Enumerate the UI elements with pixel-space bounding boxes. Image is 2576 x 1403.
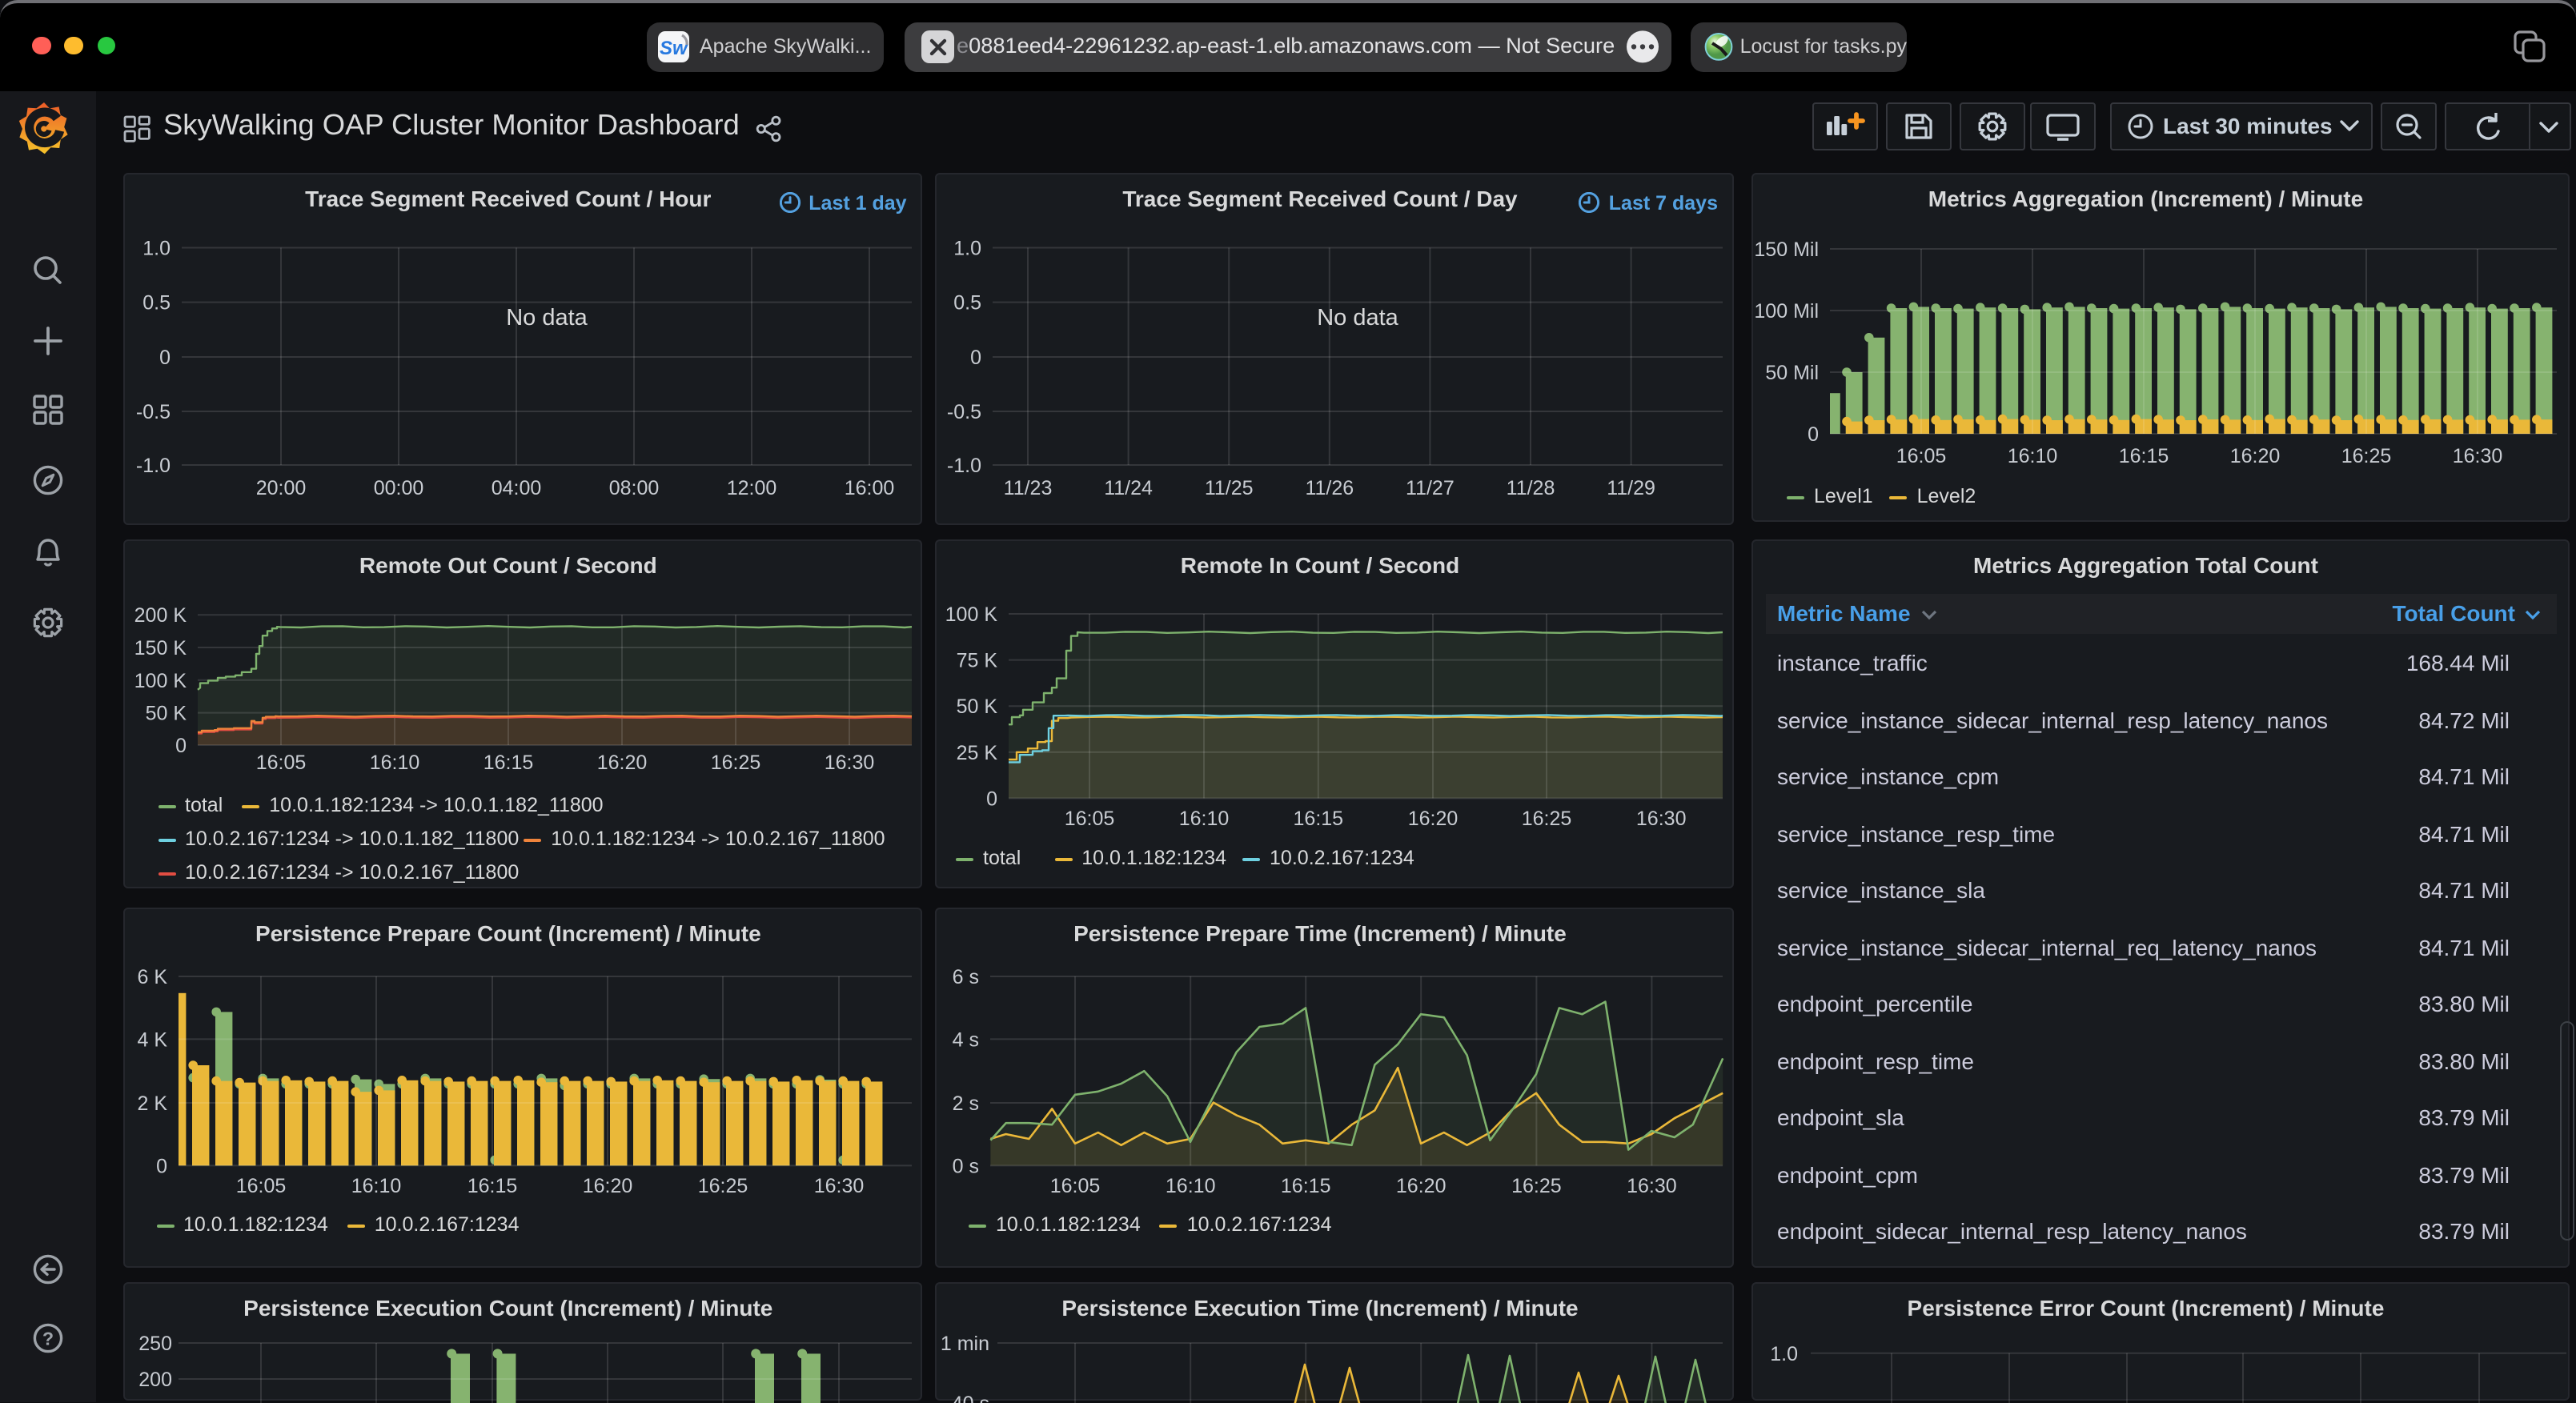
svg-text:1.0: 1.0 <box>1770 1342 1798 1365</box>
svg-text:200: 200 <box>138 1368 171 1390</box>
svg-text:4 K: 4 K <box>136 1028 167 1050</box>
svg-text:?: ? <box>42 1328 54 1349</box>
svg-text:Sw: Sw <box>660 38 688 59</box>
svg-text:150 Mil: 150 Mil <box>1754 239 1819 261</box>
svg-text:1.0: 1.0 <box>142 237 170 259</box>
svg-text:100 K: 100 K <box>945 603 998 625</box>
svg-text:16:15: 16:15 <box>1281 1174 1331 1197</box>
svg-text:16:00: 16:00 <box>844 477 894 499</box>
svg-text:16:05: 16:05 <box>255 751 306 773</box>
svg-text:16:20: 16:20 <box>596 751 647 773</box>
svg-text:0: 0 <box>158 347 170 369</box>
svg-text:16:10: 16:10 <box>2008 445 2058 467</box>
svg-text:20:00: 20:00 <box>255 477 306 499</box>
svg-text:16:20: 16:20 <box>1396 1174 1446 1197</box>
svg-text:-0.5: -0.5 <box>135 401 170 423</box>
svg-text:Last 30 minutes: Last 30 minutes <box>2162 113 2332 138</box>
svg-text:11/26: 11/26 <box>1305 477 1354 499</box>
svg-text:No data: No data <box>505 305 587 331</box>
svg-text:0: 0 <box>155 1154 167 1177</box>
svg-text:16:05: 16:05 <box>1065 807 1115 829</box>
svg-text:50 K: 50 K <box>957 695 998 717</box>
svg-text:16:30: 16:30 <box>824 751 874 773</box>
svg-text:04:00: 04:00 <box>491 477 541 499</box>
svg-text:16:15: 16:15 <box>483 751 533 773</box>
svg-text:0: 0 <box>970 347 981 369</box>
svg-text:100 Mil: 100 Mil <box>1754 300 1819 323</box>
svg-text:16:10: 16:10 <box>1179 807 1230 829</box>
svg-text:11/25: 11/25 <box>1205 477 1254 499</box>
svg-text:-1.0: -1.0 <box>947 455 981 477</box>
svg-text:16:25: 16:25 <box>710 751 760 773</box>
svg-text:0: 0 <box>175 734 186 756</box>
svg-text:40 s: 40 s <box>952 1392 989 1403</box>
svg-text:1 min: 1 min <box>941 1332 989 1354</box>
svg-text:00:00: 00:00 <box>373 477 423 499</box>
svg-text:11/28: 11/28 <box>1507 477 1555 499</box>
svg-text:150 K: 150 K <box>134 636 187 659</box>
svg-text:6 K: 6 K <box>136 965 167 988</box>
svg-text:0.5: 0.5 <box>142 292 170 315</box>
svg-text:16:20: 16:20 <box>1408 807 1459 829</box>
svg-text:16:05: 16:05 <box>1050 1174 1101 1197</box>
svg-text:2 s: 2 s <box>953 1092 979 1114</box>
svg-text:16:25: 16:25 <box>2341 445 2392 467</box>
svg-text:No data: No data <box>1317 305 1398 331</box>
svg-text:0 s: 0 s <box>953 1154 979 1177</box>
svg-text:16:05: 16:05 <box>1896 445 1947 467</box>
svg-text:11/24: 11/24 <box>1104 477 1153 499</box>
svg-text:16:30: 16:30 <box>813 1174 864 1197</box>
svg-text:2 K: 2 K <box>136 1092 167 1114</box>
svg-text:16:10: 16:10 <box>351 1174 401 1197</box>
svg-text:0.5: 0.5 <box>953 292 981 315</box>
svg-text:0: 0 <box>1808 423 1819 446</box>
svg-text:25 K: 25 K <box>957 741 998 764</box>
svg-text:16:30: 16:30 <box>1627 1174 1677 1197</box>
svg-text:16:20: 16:20 <box>582 1174 632 1197</box>
svg-text:16:30: 16:30 <box>2453 445 2503 467</box>
svg-text:16:15: 16:15 <box>467 1174 517 1197</box>
svg-text:12:00: 12:00 <box>726 477 776 499</box>
svg-text:16:25: 16:25 <box>697 1174 748 1197</box>
svg-text:-1.0: -1.0 <box>135 455 170 477</box>
svg-text:16:10: 16:10 <box>369 751 419 773</box>
svg-text:50 Mil: 50 Mil <box>1765 362 1819 384</box>
svg-text:16:25: 16:25 <box>1511 1174 1562 1197</box>
svg-text:-0.5: -0.5 <box>947 401 981 423</box>
svg-text:4 s: 4 s <box>953 1028 979 1050</box>
svg-text:16:20: 16:20 <box>2230 445 2281 467</box>
svg-text:100 K: 100 K <box>134 669 187 691</box>
svg-text:1.0: 1.0 <box>953 237 981 259</box>
svg-text:75 K: 75 K <box>957 649 998 671</box>
svg-text:16:15: 16:15 <box>2119 445 2169 467</box>
svg-text:16:30: 16:30 <box>1636 807 1687 829</box>
svg-text:08:00: 08:00 <box>608 477 659 499</box>
svg-text:16:05: 16:05 <box>235 1174 286 1197</box>
svg-text:0: 0 <box>986 787 997 809</box>
svg-text:16:25: 16:25 <box>1522 807 1572 829</box>
svg-text:200 K: 200 K <box>134 603 187 626</box>
svg-text:50 K: 50 K <box>145 702 187 724</box>
svg-text:250: 250 <box>138 1332 171 1354</box>
svg-text:6 s: 6 s <box>953 965 979 988</box>
svg-text:11/27: 11/27 <box>1406 477 1455 499</box>
svg-text:16:10: 16:10 <box>1166 1174 1216 1197</box>
svg-text:11/29: 11/29 <box>1607 477 1655 499</box>
svg-text:11/23: 11/23 <box>1004 477 1053 499</box>
svg-text:16:15: 16:15 <box>1294 807 1344 829</box>
